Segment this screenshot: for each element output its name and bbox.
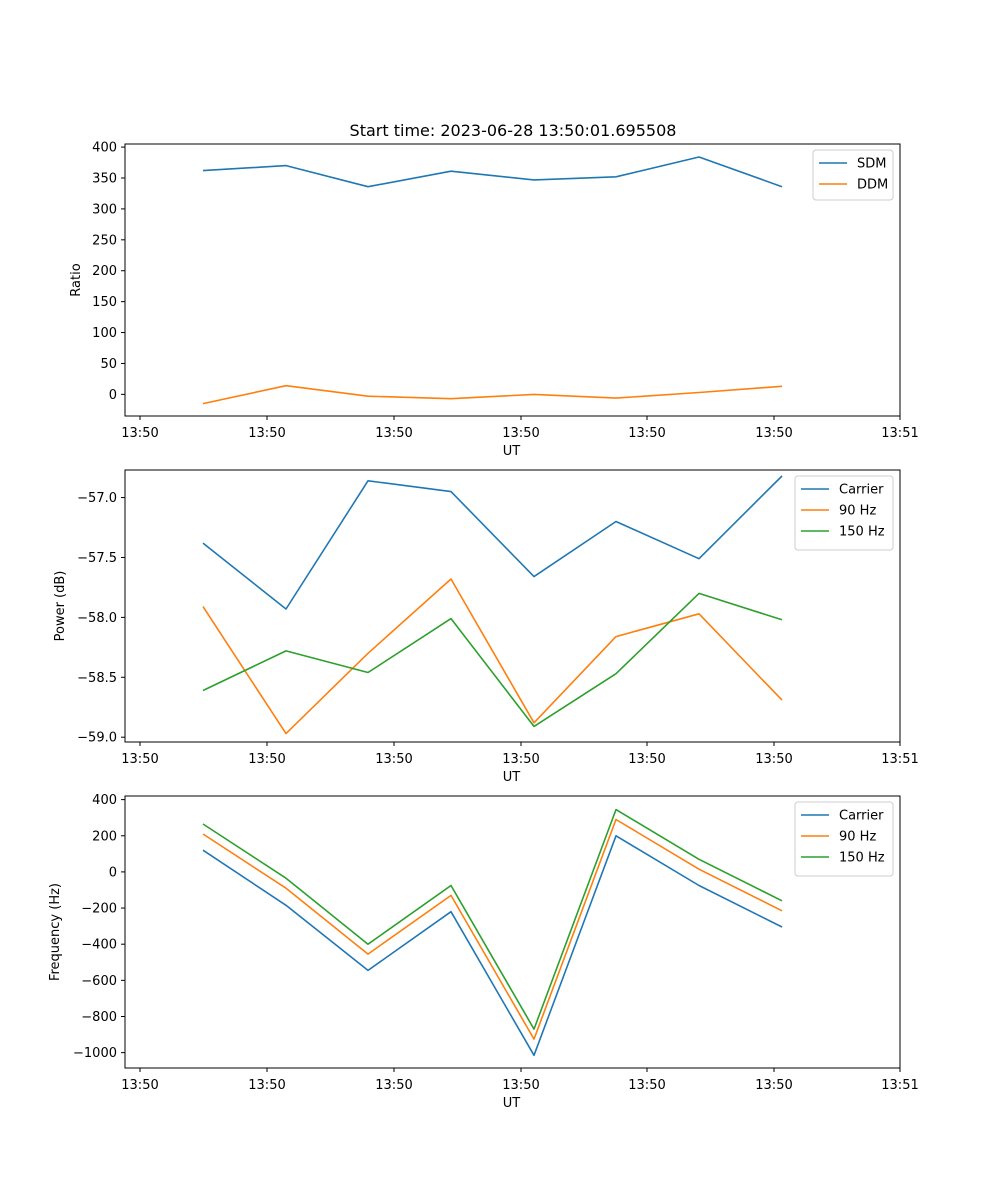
y-tick-label: −58.0	[77, 611, 117, 626]
y-tick-label: −57.5	[77, 551, 117, 566]
y-tick-label: 150	[92, 295, 117, 310]
y-tick-label: 0	[109, 865, 117, 880]
legend-label: DDM	[857, 178, 888, 193]
x-axis-label: UT	[503, 770, 521, 785]
x-tick-label: 13:50	[375, 752, 412, 767]
x-tick-label: 13:50	[755, 752, 792, 767]
x-tick-label: 13:50	[121, 1078, 158, 1093]
series-line-sdm	[202, 156, 783, 188]
plot-frame	[124, 143, 901, 417]
legend-label: 150 Hz	[839, 525, 885, 540]
y-tick-label: 400	[92, 793, 117, 808]
series-line-ddm	[202, 384, 783, 405]
y-tick-label: 0	[109, 388, 117, 403]
series-line-carrier	[202, 475, 783, 610]
x-tick-label: 13:51	[881, 426, 918, 441]
series-line-carrier	[202, 834, 783, 1057]
legend-label: Carrier	[839, 483, 884, 498]
x-tick-label: 13:50	[628, 426, 665, 441]
legend-label: 90 Hz	[839, 504, 876, 519]
y-tick-label: −1000	[73, 1046, 117, 1061]
x-tick-label: 13:50	[755, 426, 792, 441]
plot-frame	[124, 469, 901, 743]
y-tick-label: 300	[92, 202, 117, 217]
x-tick-label: 13:51	[881, 752, 918, 767]
y-tick-label: 100	[92, 326, 117, 341]
x-axis-label: UT	[503, 444, 521, 459]
y-axis-label: Frequency (Hz)	[48, 883, 63, 981]
x-axis-label: UT	[503, 1096, 521, 1111]
x-tick-label: 13:50	[248, 752, 285, 767]
y-tick-label: 350	[92, 172, 117, 187]
legend-label: 150 Hz	[839, 851, 885, 866]
x-tick-label: 13:50	[502, 752, 539, 767]
y-tick-label: 400	[92, 141, 117, 156]
x-tick-label: 13:50	[502, 426, 539, 441]
plot-frame	[124, 795, 901, 1069]
legend-label: Carrier	[839, 809, 884, 824]
y-axis-label: Ratio	[69, 263, 84, 296]
x-tick-label: 13:50	[502, 1078, 539, 1093]
series-line-150-hz	[202, 592, 783, 728]
series-line-150-hz	[202, 808, 783, 1030]
legend-label: SDM	[857, 157, 886, 172]
chart-panel-2: 13:50 13:50 13:50 13:50 13:50 13:50 13:51 −59.0…	[53, 469, 919, 785]
chart-panel-1: 13:50 13:50 13:50 13:50 13:50 13:50 13:51 0 50 10…	[69, 141, 919, 459]
y-tick-label: −57.0	[77, 491, 117, 506]
y-axis-label: Power (dB)	[53, 571, 68, 642]
x-tick-label: 13:50	[628, 1078, 665, 1093]
x-tick-label: 13:50	[375, 426, 412, 441]
y-tick-label: −800	[81, 1010, 117, 1025]
x-tick-label: 13:50	[248, 1078, 285, 1093]
series-line-90-hz	[202, 818, 783, 1040]
x-tick-label: 13:50	[755, 1078, 792, 1093]
figure-title: Start time: 2023-06-28 13:50:01.695508	[350, 121, 677, 140]
y-tick-label: −200	[81, 902, 117, 917]
y-tick-label: 50	[100, 357, 117, 372]
x-tick-label: 13:51	[881, 1078, 918, 1093]
y-tick-label: −400	[81, 938, 117, 953]
x-tick-label: 13:50	[121, 752, 158, 767]
y-tick-label: 200	[92, 264, 117, 279]
chart-panel-3: 13:50 13:50 13:50 13:50 13:50 13:50 13:51 −1000…	[48, 793, 919, 1111]
y-tick-label: −59.0	[77, 731, 117, 746]
y-tick-label: 250	[92, 233, 117, 248]
x-tick-label: 13:50	[628, 752, 665, 767]
x-tick-label: 13:50	[121, 426, 158, 441]
x-tick-label: 13:50	[248, 426, 285, 441]
y-tick-label: 200	[92, 829, 117, 844]
y-tick-label: −58.5	[77, 671, 117, 686]
legend-label: 90 Hz	[839, 830, 876, 845]
x-tick-label: 13:50	[375, 1078, 412, 1093]
y-tick-label: −600	[81, 974, 117, 989]
series-line-90-hz	[202, 578, 783, 735]
